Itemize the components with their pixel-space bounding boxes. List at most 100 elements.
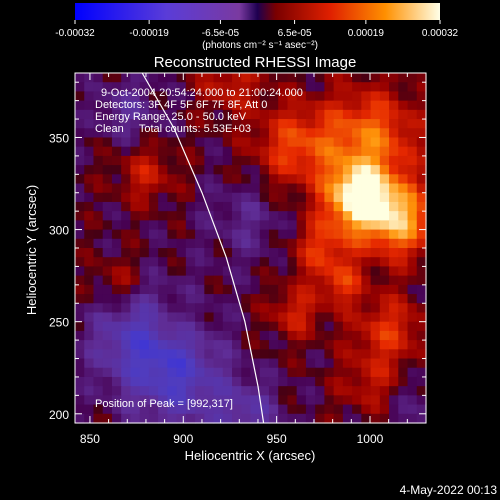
heatmap-cell [232,266,242,277]
heatmap-cell [250,404,261,415]
heatmap-cell [75,349,85,360]
heatmap-cell [111,100,122,111]
heatmap-cell [379,248,390,258]
heatmap-cell [130,340,141,350]
heatmap-cell [379,100,390,111]
heatmap-cell [407,229,418,240]
heatmap-cell [370,358,381,369]
heatmap-cell [148,340,159,350]
heatmap-cell [416,413,427,424]
heatmap-cell [287,395,298,406]
heatmap-cell [232,100,242,111]
heatmap-cell [342,321,353,332]
heatmap-cell [158,238,168,249]
y-axis-title: Heliocentric Y (arcsec) [24,185,39,315]
heatmap-cell [75,165,85,175]
heatmap-cell [232,376,242,387]
heatmap-cell [370,155,381,166]
heatmap-cell [158,404,168,415]
heatmap-cell [315,376,325,387]
heatmap-cell [222,91,233,102]
heatmap-cell [185,109,196,120]
heatmap-cell [139,146,150,157]
heatmap-cell [352,211,362,221]
heatmap-cell [222,284,233,295]
heatmap-cell [213,257,224,268]
heatmap-cell [241,266,252,277]
heatmap-cell [158,266,168,277]
heatmap-cell [148,192,159,203]
heatmap-cell [278,395,289,406]
heatmap-cell [407,266,418,277]
heatmap-cell [84,91,95,102]
heatmap-cell [84,73,95,83]
heatmap-cell [176,119,187,129]
heatmap-cell [130,128,141,139]
solar-limb-line [141,72,265,424]
heatmap-cell [148,413,159,424]
heatmap-cell [84,183,95,194]
heatmap-cell [250,211,261,221]
heatmap-cell [139,183,150,194]
heatmap-cell [361,395,372,406]
heatmap-cell [139,413,150,424]
heatmap-cell [315,312,325,323]
heatmap-cell [370,73,381,83]
heatmap-cell [389,294,399,304]
heatmap-cell [315,100,325,111]
heatmap-cell [416,155,427,166]
heatmap-cell [195,257,205,268]
heatmap-cell [139,220,150,231]
heatmap-cell [333,312,344,323]
heatmap-cell [342,109,353,120]
heatmap-cell [167,73,178,83]
heatmap-cell [324,340,335,350]
heatmap-cell [398,109,409,120]
heatmap-cell [379,109,390,120]
heatmap-cell [361,119,372,129]
heatmap-cell [398,82,409,93]
heatmap-cell [222,174,233,185]
annotation-time-range: 9-Oct-2004 20:54:24.000 to 21:00:24.000 [101,87,303,99]
heatmap-cell [148,275,159,286]
heatmap-cell [259,330,270,341]
heatmap-cell [259,220,270,231]
heatmap-cell [268,340,279,350]
heatmap-cell [361,330,372,341]
heatmap-cell [352,386,362,396]
heatmap-cell [287,257,298,268]
heatmap-cell [416,109,427,120]
heatmap-cell [416,73,427,83]
heatmap-cell [195,137,205,148]
heatmap-cell [176,109,187,120]
heatmap-cell [389,137,399,148]
heatmap-cell [361,146,372,157]
heatmap-cell [370,257,381,268]
heatmap-cell [407,376,418,387]
heatmap-cell [84,128,95,139]
heatmap-cell [139,128,150,139]
heatmap-cell [130,137,141,148]
heatmap-cell [232,395,242,406]
heatmap-cell [370,174,381,185]
heatmap-cell [121,330,132,341]
heatmap-cell [287,386,298,396]
heatmap-cell [195,100,205,111]
heatmap-cell [389,248,399,258]
heatmap-cell [361,137,372,148]
heatmap-cell [213,340,224,350]
heatmap-cell [167,349,178,360]
heatmap-cell [296,367,307,378]
heatmap-cell [398,211,409,221]
heatmap-cell [222,266,233,277]
heatmap-cell [324,312,335,323]
heatmap-cell [407,155,418,166]
heatmap-cell [204,321,215,332]
heatmap-cell [93,137,104,148]
heatmap-cell [324,165,335,175]
heatmap-cell [352,312,362,323]
heatmap-cell [232,358,242,369]
heatmap-cell [167,146,178,157]
heatmap-cell [176,192,187,203]
heatmap-cell [278,321,289,332]
